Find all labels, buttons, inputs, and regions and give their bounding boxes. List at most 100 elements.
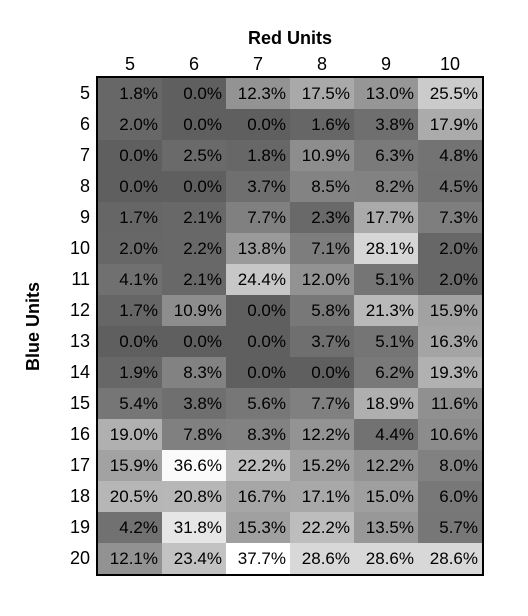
heatmap-cell: 28.6% bbox=[290, 543, 354, 574]
heatmap-cell: 0.0% bbox=[98, 326, 162, 357]
heatmap-cell: 2.2% bbox=[162, 233, 226, 264]
heatmap-cell: 4.2% bbox=[98, 512, 162, 543]
table-row: 0.0%0.0%3.7%8.5%8.2%4.5% bbox=[98, 171, 482, 202]
table-row: 4.1%2.1%24.4%12.0%5.1%2.0% bbox=[98, 264, 482, 295]
column-header: 9 bbox=[354, 52, 418, 76]
heatmap-cell: 15.9% bbox=[98, 450, 162, 481]
heatmap-cell: 0.0% bbox=[290, 357, 354, 388]
heatmap-cell: 0.0% bbox=[162, 109, 226, 140]
heatmap-cell: 2.0% bbox=[98, 109, 162, 140]
heatmap-grid: 1.8%0.0%12.3%17.5%13.0%25.5%2.0%0.0%0.0%… bbox=[96, 76, 484, 576]
heatmap-cell: 15.2% bbox=[290, 450, 354, 481]
heatmap-cell: 22.2% bbox=[226, 450, 290, 481]
row-header: 6 bbox=[56, 109, 96, 140]
column-header: 8 bbox=[290, 52, 354, 76]
heatmap-cell: 23.4% bbox=[162, 543, 226, 574]
column-header: 6 bbox=[162, 52, 226, 76]
heatmap-cell: 2.0% bbox=[418, 264, 482, 295]
column-header: 7 bbox=[226, 52, 290, 76]
heatmap-cell: 0.0% bbox=[98, 171, 162, 202]
heatmap-cell: 0.0% bbox=[226, 295, 290, 326]
heatmap-cell: 3.7% bbox=[226, 171, 290, 202]
heatmap-cell: 5.1% bbox=[354, 264, 418, 295]
heatmap-cell: 19.0% bbox=[98, 419, 162, 450]
heatmap-cell: 0.0% bbox=[226, 357, 290, 388]
table-row: 15.9%36.6%22.2%15.2%12.2%8.0% bbox=[98, 450, 482, 481]
table-row: 0.0%2.5%1.8%10.9%6.3%4.8% bbox=[98, 140, 482, 171]
heatmap-cell: 22.2% bbox=[290, 512, 354, 543]
heatmap-cell: 12.0% bbox=[290, 264, 354, 295]
heatmap-cell: 7.7% bbox=[226, 202, 290, 233]
heatmap-cell: 8.0% bbox=[418, 450, 482, 481]
column-axis-title: Red Units bbox=[98, 28, 482, 49]
heatmap-cell: 1.7% bbox=[98, 295, 162, 326]
heatmap-cell: 10.9% bbox=[162, 295, 226, 326]
heatmap-cell: 15.0% bbox=[354, 481, 418, 512]
column-header: 10 bbox=[418, 52, 482, 76]
table-row: 4.2%31.8%15.3%22.2%13.5%5.7% bbox=[98, 512, 482, 543]
heatmap-cell: 16.7% bbox=[226, 481, 290, 512]
heatmap-cell: 28.6% bbox=[418, 543, 482, 574]
row-headers: 567891011121314151617181920 bbox=[56, 78, 96, 574]
heatmap-cell: 28.1% bbox=[354, 233, 418, 264]
heatmap-cell: 12.2% bbox=[354, 450, 418, 481]
heatmap-cell: 12.3% bbox=[226, 78, 290, 109]
heatmap-cell: 2.1% bbox=[162, 202, 226, 233]
heatmap-cell: 7.3% bbox=[418, 202, 482, 233]
heatmap-cell: 13.5% bbox=[354, 512, 418, 543]
row-header: 12 bbox=[56, 295, 96, 326]
column-headers: 5678910 bbox=[98, 52, 482, 76]
heatmap-cell: 7.1% bbox=[290, 233, 354, 264]
column-header: 5 bbox=[98, 52, 162, 76]
row-header: 7 bbox=[56, 140, 96, 171]
heatmap-cell: 17.9% bbox=[418, 109, 482, 140]
table-row: 1.7%2.1%7.7%2.3%17.7%7.3% bbox=[98, 202, 482, 233]
row-header: 18 bbox=[56, 481, 96, 512]
heatmap-cell: 2.0% bbox=[418, 233, 482, 264]
heatmap-cell: 17.5% bbox=[290, 78, 354, 109]
heatmap-cell: 0.0% bbox=[162, 171, 226, 202]
heatmap-cell: 0.0% bbox=[226, 109, 290, 140]
heatmap-cell: 24.4% bbox=[226, 264, 290, 295]
heatmap-cell: 20.8% bbox=[162, 481, 226, 512]
heatmap-cell: 28.6% bbox=[354, 543, 418, 574]
heatmap-cell: 11.6% bbox=[418, 388, 482, 419]
heatmap-cell: 4.8% bbox=[418, 140, 482, 171]
heatmap-cell: 0.0% bbox=[162, 326, 226, 357]
heatmap-cell: 2.0% bbox=[98, 233, 162, 264]
heatmap-cell: 8.3% bbox=[162, 357, 226, 388]
row-header: 16 bbox=[56, 419, 96, 450]
row-header: 13 bbox=[56, 326, 96, 357]
row-header: 20 bbox=[56, 543, 96, 574]
heatmap-cell: 0.0% bbox=[162, 78, 226, 109]
heatmap-cell: 18.9% bbox=[354, 388, 418, 419]
heatmap-cell: 5.6% bbox=[226, 388, 290, 419]
heatmap-cell: 8.5% bbox=[290, 171, 354, 202]
heatmap-cell: 8.3% bbox=[226, 419, 290, 450]
heatmap-cell: 10.9% bbox=[290, 140, 354, 171]
heatmap-cell: 0.0% bbox=[98, 140, 162, 171]
table-row: 12.1%23.4%37.7%28.6%28.6%28.6% bbox=[98, 543, 482, 574]
table-row: 5.4%3.8%5.6%7.7%18.9%11.6% bbox=[98, 388, 482, 419]
heatmap-cell: 2.1% bbox=[162, 264, 226, 295]
heatmap-cell: 20.5% bbox=[98, 481, 162, 512]
table-row: 1.9%8.3%0.0%0.0%6.2%19.3% bbox=[98, 357, 482, 388]
heatmap-cell: 6.2% bbox=[354, 357, 418, 388]
table-row: 2.0%2.2%13.8%7.1%28.1%2.0% bbox=[98, 233, 482, 264]
table-row: 0.0%0.0%0.0%3.7%5.1%16.3% bbox=[98, 326, 482, 357]
heatmap-cell: 7.8% bbox=[162, 419, 226, 450]
row-header: 9 bbox=[56, 202, 96, 233]
row-header: 5 bbox=[56, 78, 96, 109]
heatmap-cell: 10.6% bbox=[418, 419, 482, 450]
heatmap-cell: 1.8% bbox=[98, 78, 162, 109]
heatmap-container: { "heatmap": { "type": "heatmap", "col_t… bbox=[0, 0, 528, 616]
heatmap-cell: 8.2% bbox=[354, 171, 418, 202]
heatmap-cell: 2.5% bbox=[162, 140, 226, 171]
heatmap-cell: 12.2% bbox=[290, 419, 354, 450]
heatmap-cell: 3.8% bbox=[162, 388, 226, 419]
row-header: 11 bbox=[56, 264, 96, 295]
table-row: 1.7%10.9%0.0%5.8%21.3%15.9% bbox=[98, 295, 482, 326]
heatmap-cell: 1.7% bbox=[98, 202, 162, 233]
row-header: 15 bbox=[56, 388, 96, 419]
heatmap-cell: 1.6% bbox=[290, 109, 354, 140]
